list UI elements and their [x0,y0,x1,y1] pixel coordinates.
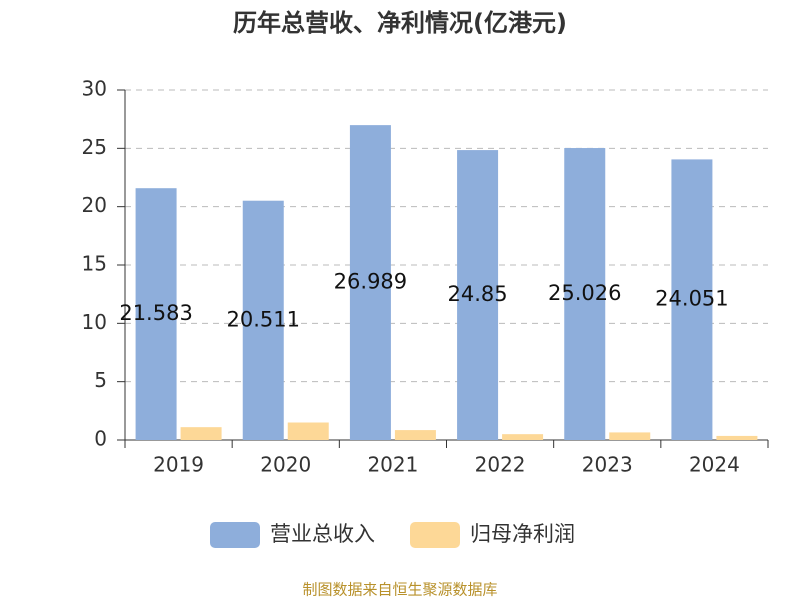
data-label: 24.051 [655,287,728,311]
y-tick-label: 25 [82,135,107,159]
bar [502,434,544,440]
bar [564,148,606,440]
y-tick-label: 20 [82,193,107,217]
bar [287,422,329,440]
data-label: 20.511 [227,307,300,331]
x-tick-label: 2021 [367,453,418,477]
y-tick-label: 0 [94,427,107,451]
source-note: 制图数据来自恒生聚源数据库 [302,581,497,599]
bar [716,435,758,440]
bar [242,200,284,440]
data-label: 26.989 [334,270,407,294]
x-tick-label: 2023 [582,453,633,477]
y-tick-label: 5 [94,368,107,392]
data-label: 24.85 [448,282,508,306]
y-tick-label: 30 [82,77,107,101]
bar [671,159,713,440]
legend-label: 营业总收入 [270,522,375,546]
data-label: 21.583 [119,301,192,325]
bar [135,188,177,440]
bar [394,430,436,440]
bar [349,125,391,441]
x-tick-label: 2019 [153,453,204,477]
data-label: 25.026 [548,281,621,305]
bar [609,432,651,440]
x-tick-label: 2020 [260,453,311,477]
x-tick-label: 2022 [475,453,526,477]
chart-title: 历年总营收、净利情况(亿港元) [233,9,567,37]
bar [457,150,499,441]
legend-label: 归母净利润 [470,522,575,546]
x-tick-label: 2024 [689,453,740,477]
y-tick-label: 15 [82,252,107,276]
bar [180,427,222,440]
legend-swatch [410,522,460,548]
y-tick-label: 10 [82,310,107,334]
legend-swatch [210,522,260,548]
